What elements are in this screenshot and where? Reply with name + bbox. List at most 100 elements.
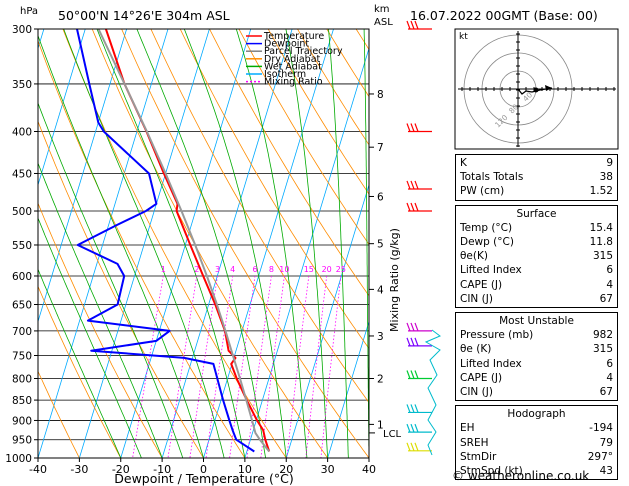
km-tick-label: 4 <box>377 284 384 296</box>
y-tick-label: 1000 <box>5 453 32 465</box>
isotherm-line <box>38 29 169 458</box>
wind-barbs <box>406 20 441 456</box>
surface-lifted-label: Lifted Index <box>460 264 522 277</box>
mu-cin-row: CIN (J) 67 <box>460 385 613 399</box>
wind-barb-flag <box>414 180 419 190</box>
surface-lifted-row: Lifted Index 6 <box>460 263 613 277</box>
mixing-ratio-label: 15 <box>304 265 314 274</box>
mu-pressure-label: Pressure (mb) <box>460 329 534 342</box>
wind-trace-line <box>424 329 441 456</box>
surface-thetae-label: θe(K) <box>460 250 488 263</box>
y-tick-label: 950 <box>12 435 32 447</box>
hodograph-arrow-icon <box>545 85 552 91</box>
mu-lifted-value: 6 <box>606 357 613 370</box>
wet-adiabat-line <box>38 268 122 458</box>
x-tick-label: 10 <box>238 463 252 476</box>
legend-label: Isotherm <box>264 69 306 80</box>
dry-adiabat-line <box>238 29 369 246</box>
surface-thetae-value: 315 <box>592 250 613 263</box>
y-tick-label: 450 <box>12 169 32 181</box>
km-tick-label: 7 <box>377 142 384 154</box>
wind-barb-flag <box>414 20 419 30</box>
isotherm-line <box>38 29 128 323</box>
pw-label: PW (cm) <box>460 185 505 198</box>
wind-barb-flag <box>410 322 415 332</box>
mu-cape-row: CAPE (J) 4 <box>460 371 613 385</box>
mu-pressure-value: 982 <box>592 329 613 342</box>
wind-barb-flag <box>414 322 419 332</box>
background-lines <box>0 29 369 458</box>
legend-label: Dry Adiabat <box>264 54 321 65</box>
lcl-label: LCL <box>383 429 402 440</box>
temperature-line <box>104 29 271 452</box>
surface-cape-row: CAPE (J) 4 <box>460 278 613 292</box>
isotherm-line <box>78 29 210 458</box>
km-unit: km <box>374 4 390 15</box>
dry-adiabat-line <box>179 29 369 350</box>
wet-adiabat-line <box>38 217 142 458</box>
wet-adiabat-line <box>63 29 225 458</box>
km-tick-label: 5 <box>377 239 384 251</box>
stmspd-label: StmSpd (kt) <box>460 465 523 478</box>
wind-barb-flag <box>414 404 419 413</box>
mu-thetae-label: θe (K) <box>460 343 492 356</box>
legend-label: Temperature <box>263 31 324 42</box>
most-unstable-title: Most Unstable <box>499 315 574 328</box>
mixing-ratio-label: 2 <box>194 265 199 274</box>
surface-dewp-label: Dewp (°C) <box>460 236 514 249</box>
hodograph-unit: kt <box>459 32 468 42</box>
dry-adiabat-line <box>121 29 369 458</box>
dry-adiabat-line <box>38 202 163 458</box>
dry-adiabat-line <box>38 285 122 458</box>
date-title: 16.07.2022 00GMT (Base: 00) <box>410 8 598 23</box>
mixing-ratio-label: 25 <box>336 265 346 274</box>
mixing-ratio-line <box>246 275 272 458</box>
mu-thetae-value: 315 <box>592 343 613 356</box>
eh-value: -194 <box>589 422 613 435</box>
surface-temp-label: Temp (°C) <box>460 221 513 234</box>
hodograph-trace <box>517 87 553 95</box>
stmspd-value: 43 <box>599 465 613 478</box>
parcel-trajectory-line <box>97 29 270 453</box>
km-tick-label: 2 <box>377 374 384 386</box>
x-tick-label: 30 <box>321 463 335 476</box>
dry-adiabat-line <box>38 370 80 458</box>
mixing-ratio-label: 1 <box>161 265 166 274</box>
dry-adiabat-line <box>209 29 369 297</box>
isotherm-line <box>0 29 3 458</box>
sreh-label: SREH <box>460 436 489 449</box>
wet-adiabat-line <box>285 29 328 458</box>
y-tick-label: 900 <box>12 416 32 428</box>
pw-row: PW (cm) 1.52 <box>460 184 613 198</box>
surface-cin-row: CIN (J) 67 <box>460 292 613 306</box>
legend-label: Wet Adiabat <box>264 61 322 72</box>
y-tick-label: 300 <box>12 24 32 36</box>
mu-lifted-row: Lifted Index 6 <box>460 357 613 371</box>
y-tick-label: 850 <box>12 395 32 407</box>
wind-barb-flag <box>410 202 415 212</box>
mu-cape-label: CAPE (J) <box>460 371 503 384</box>
stmdir-row: StmDir 297° <box>460 450 613 464</box>
wind-barb-flag <box>410 370 415 379</box>
y-tick-label: 800 <box>12 374 32 386</box>
copyright-footer[interactable]: © weatheronline.co.uk <box>452 469 590 483</box>
eh-label: EH <box>460 422 475 435</box>
mixing-ratio-line <box>305 275 328 458</box>
most-unstable-box: Most Unstable Pressure (mb) 982 θe (K) 315… <box>455 312 618 402</box>
dry-adiabat-line <box>38 39 246 458</box>
surface-cape-value: 4 <box>606 278 613 291</box>
dry-adiabat-line <box>150 29 369 404</box>
mu-cin-label: CIN (J) <box>460 386 493 399</box>
right-axis-title: Mixing Ratio (g/kg) <box>388 228 401 332</box>
wind-barb-flag <box>406 322 411 332</box>
wind-barb-flag <box>406 370 411 379</box>
surface-dewp-row: Dewp (°C) 11.8 <box>460 235 613 249</box>
x-tick-label: 0 <box>200 463 207 476</box>
x-tick-label: -20 <box>112 463 130 476</box>
wind-barb-flag <box>414 423 419 433</box>
dry-adiabat-line <box>267 29 369 195</box>
